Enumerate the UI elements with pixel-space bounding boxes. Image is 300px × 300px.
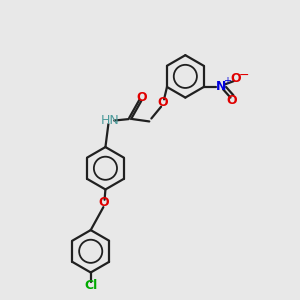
Text: Cl: Cl — [84, 279, 97, 292]
Text: N: N — [216, 80, 226, 94]
Text: O: O — [136, 91, 147, 104]
Text: HN: HN — [100, 114, 119, 127]
Text: O: O — [99, 196, 109, 209]
Text: O: O — [157, 96, 168, 109]
Text: O: O — [226, 94, 237, 107]
Text: +: + — [223, 76, 231, 85]
Text: O: O — [231, 72, 242, 85]
Text: −: − — [239, 69, 250, 82]
